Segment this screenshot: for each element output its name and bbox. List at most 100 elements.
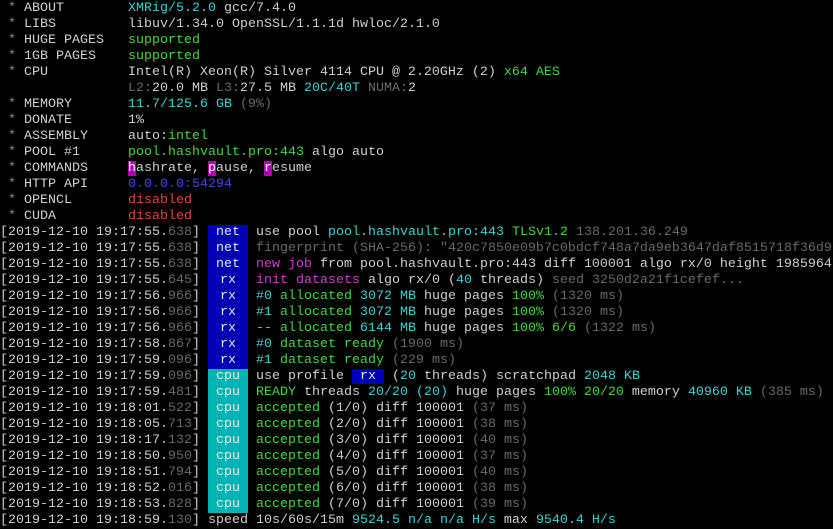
log-row: [2019-12-10 19:18:59.130] speed 10s/60s/1… [0, 513, 833, 529]
text-segment: threads [296, 385, 368, 400]
log-row: [2019-12-10 19:18:01.522] cpu accepted (1/… [0, 401, 833, 417]
text-segment: (40 ms) [471, 433, 528, 448]
text-segment: accepted [256, 433, 320, 448]
timestamp-open-bracket: [ [0, 337, 8, 352]
timestamp-dot: . [159, 481, 168, 496]
tag-badge-net: net [208, 225, 248, 241]
text-segment: huge pages [415, 289, 512, 304]
info-row: * 1GB PAGES supported [0, 49, 833, 65]
info-label: ABOUT [24, 1, 64, 16]
info-row: * CPU Intel(R) Xeon(R) Silver 4114 CPU @ 2… [0, 65, 833, 81]
info-row: * LIBS libuv/1.34.0 OpenSSL/1.1.1d hwloc/2… [0, 17, 833, 33]
text-segment: (9%) [239, 97, 272, 112]
text-segment: 20 [399, 369, 416, 384]
timestamp-ms: 950 [167, 449, 192, 464]
timestamp: [2019-12-10 19:17:56.966] [0, 289, 200, 305]
info-value: disabled [128, 193, 192, 209]
text-segment: 40 [455, 273, 472, 288]
info-value: auto:intel [128, 129, 208, 145]
timestamp-ms: 645 [167, 273, 192, 288]
text-segment: 100% [511, 289, 544, 304]
text-segment: fingerprint (SHA-256): "420c7850e09b7c0b… [256, 241, 832, 256]
text-segment: algo rx/0 ( [359, 273, 456, 288]
timestamp-open-bracket: [ [0, 465, 8, 480]
timestamp-time: 2019-12-10 19:17:59 [8, 385, 160, 400]
tag-badge-rx: rx [208, 353, 248, 369]
text-segment: (1900 ms) [383, 337, 464, 352]
timestamp-close-bracket: ] [191, 513, 200, 528]
text-segment: allocated [272, 289, 352, 304]
timestamp-ms: 522 [167, 401, 192, 416]
text-segment: (1/0) diff 100001 [320, 401, 472, 416]
log-row: [2019-12-10 19:18:05.713] cpu accepted (2/… [0, 417, 833, 433]
timestamp-ms: 638 [167, 257, 192, 272]
timestamp-time: 2019-12-10 19:18:51 [8, 465, 160, 480]
text-segment: supported [128, 49, 200, 64]
info-value: supported [128, 49, 200, 65]
timestamp-dot: . [159, 449, 168, 464]
bullet-star-icon: * [8, 17, 16, 32]
text-segment: TLSv1.2 [511, 225, 576, 240]
timestamp-dot: . [159, 353, 168, 368]
timestamp-ms: 096 [167, 369, 192, 384]
timestamp-ms: 966 [167, 289, 192, 304]
timestamp-time: 2019-12-10 19:17:59 [8, 353, 160, 368]
tag-badge-cpu: cpu [208, 481, 248, 497]
timestamp: [2019-12-10 19:17:59.481] [0, 385, 200, 401]
bullet-star-icon: * [8, 113, 16, 128]
timestamp: [2019-12-10 19:17:56.966] [0, 321, 200, 337]
info-value: disabled [128, 209, 192, 225]
text-segment: 9524.5 n/a n/a H/s [351, 513, 496, 528]
log-message: #1 dataset ready (229 ms) [256, 353, 456, 369]
log-message: speed 10s/60s/15m 9524.5 n/a n/a H/s max… [208, 513, 616, 529]
text-segment: 20/20 (20) [367, 385, 448, 400]
log-row: [2019-12-10 19:18:50.950] cpu accepted (4/… [0, 449, 833, 465]
text-segment: threads) [471, 273, 552, 288]
info-row: * POOL #1 pool.hashvault.pro:443 algo auto [0, 145, 833, 161]
timestamp-dot: . [159, 337, 168, 352]
timestamp-ms: 638 [167, 241, 192, 256]
timestamp-ms: 132 [167, 433, 192, 448]
text-segment: 1% [128, 113, 144, 128]
timestamp-open-bracket: [ [0, 353, 8, 368]
info-label: 1GB PAGES [24, 49, 96, 64]
bullet-star-icon: * [8, 145, 16, 160]
timestamp-close-bracket: ] [191, 353, 200, 368]
text-segment: pool.hashvault.pro:443 [327, 225, 512, 240]
bullet-star-icon: * [8, 49, 16, 64]
timestamp-dot: . [159, 385, 168, 400]
log-row: [2019-12-10 19:17:55.645] rx init datasets… [0, 273, 833, 289]
text-segment: NUMA: [368, 81, 408, 96]
timestamp-open-bracket: [ [0, 401, 8, 416]
timestamp-close-bracket: ] [191, 481, 200, 496]
timestamp: [2019-12-10 19:17:55.645] [0, 273, 200, 289]
timestamp-dot: . [159, 273, 168, 288]
timestamp-open-bracket: [ [0, 321, 8, 336]
text-segment: from pool.hashvault.pro:443 diff 100001 … [312, 257, 832, 272]
timestamp-dot: . [159, 225, 168, 240]
bullet-star-icon: * [8, 193, 16, 208]
info-row: * HUGE PAGES supported [0, 33, 833, 49]
tag-badge-cpu: cpu [208, 401, 248, 417]
text-segment: intel [168, 129, 208, 144]
tag-badge-net: net [208, 241, 248, 257]
text-segment: dataset ready [272, 337, 384, 352]
text-segment: (229 ms) [383, 353, 456, 368]
info-value: 0.0.0.0:54294 [128, 177, 232, 193]
text-segment: memory [623, 385, 688, 400]
log-row: [2019-12-10 19:17:59.481] cpu READY thread… [0, 385, 833, 401]
text-segment: accepted [256, 481, 320, 496]
timestamp: [2019-12-10 19:18:01.522] [0, 401, 200, 417]
timestamp-time: 2019-12-10 19:17:59 [8, 369, 160, 384]
bullet-star-icon: * [8, 97, 16, 112]
log-row: [2019-12-10 19:17:59.096] cpu use profile … [0, 369, 833, 385]
text-segment: accepted [256, 417, 320, 432]
text-segment: 20.0 MB [152, 81, 216, 96]
info-label: OPENCL [24, 193, 72, 208]
text-segment: (5/0) diff 100001 [320, 465, 472, 480]
info-value: supported [128, 33, 200, 49]
timestamp-close-bracket: ] [191, 305, 200, 320]
log-row: [2019-12-10 19:17:55.638] net new job from… [0, 257, 833, 273]
text-segment: 11.7/125.6 GB [128, 97, 240, 112]
